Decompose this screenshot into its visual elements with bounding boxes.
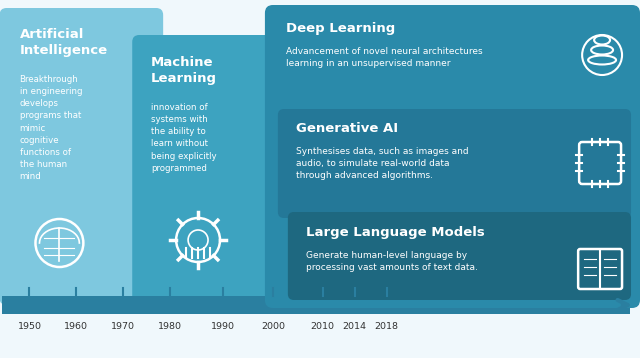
Text: Generate human-level language by
processing vast amounts of text data.: Generate human-level language by process… (306, 251, 477, 272)
FancyBboxPatch shape (1, 296, 630, 314)
Text: 2000: 2000 (261, 322, 285, 331)
FancyBboxPatch shape (132, 35, 299, 305)
FancyBboxPatch shape (265, 5, 640, 308)
FancyBboxPatch shape (278, 109, 631, 218)
FancyBboxPatch shape (0, 8, 163, 305)
Text: 1990: 1990 (211, 322, 235, 331)
Text: 1970: 1970 (111, 322, 135, 331)
Text: innovation of
systems with
the ability to
learn without
being explicitly
program: innovation of systems with the ability t… (151, 103, 217, 173)
Text: Generative AI: Generative AI (296, 122, 398, 135)
Text: 1980: 1980 (158, 322, 182, 331)
Text: Breakthrough
in engineering
develops
programs that
mimic
cognitive
functions of
: Breakthrough in engineering develops pro… (19, 75, 82, 181)
Text: Machine
Learning: Machine Learning (151, 56, 217, 84)
Text: 2018: 2018 (374, 322, 399, 331)
Text: Deep Learning: Deep Learning (286, 22, 395, 35)
Text: 2014: 2014 (342, 322, 367, 331)
FancyBboxPatch shape (288, 212, 631, 300)
Text: 2010: 2010 (311, 322, 335, 331)
Text: Artificial
Intelligence: Artificial Intelligence (19, 28, 108, 57)
Text: Synthesises data, such as images and
audio, to simulate real-world data
through : Synthesises data, such as images and aud… (296, 147, 468, 180)
Text: Large Language Models: Large Language Models (306, 226, 484, 239)
Text: Advancement of novel neural architectures
learning in an unsupervised manner: Advancement of novel neural architecture… (286, 47, 483, 68)
Text: 1960: 1960 (65, 322, 88, 331)
Text: 1950: 1950 (17, 322, 42, 331)
